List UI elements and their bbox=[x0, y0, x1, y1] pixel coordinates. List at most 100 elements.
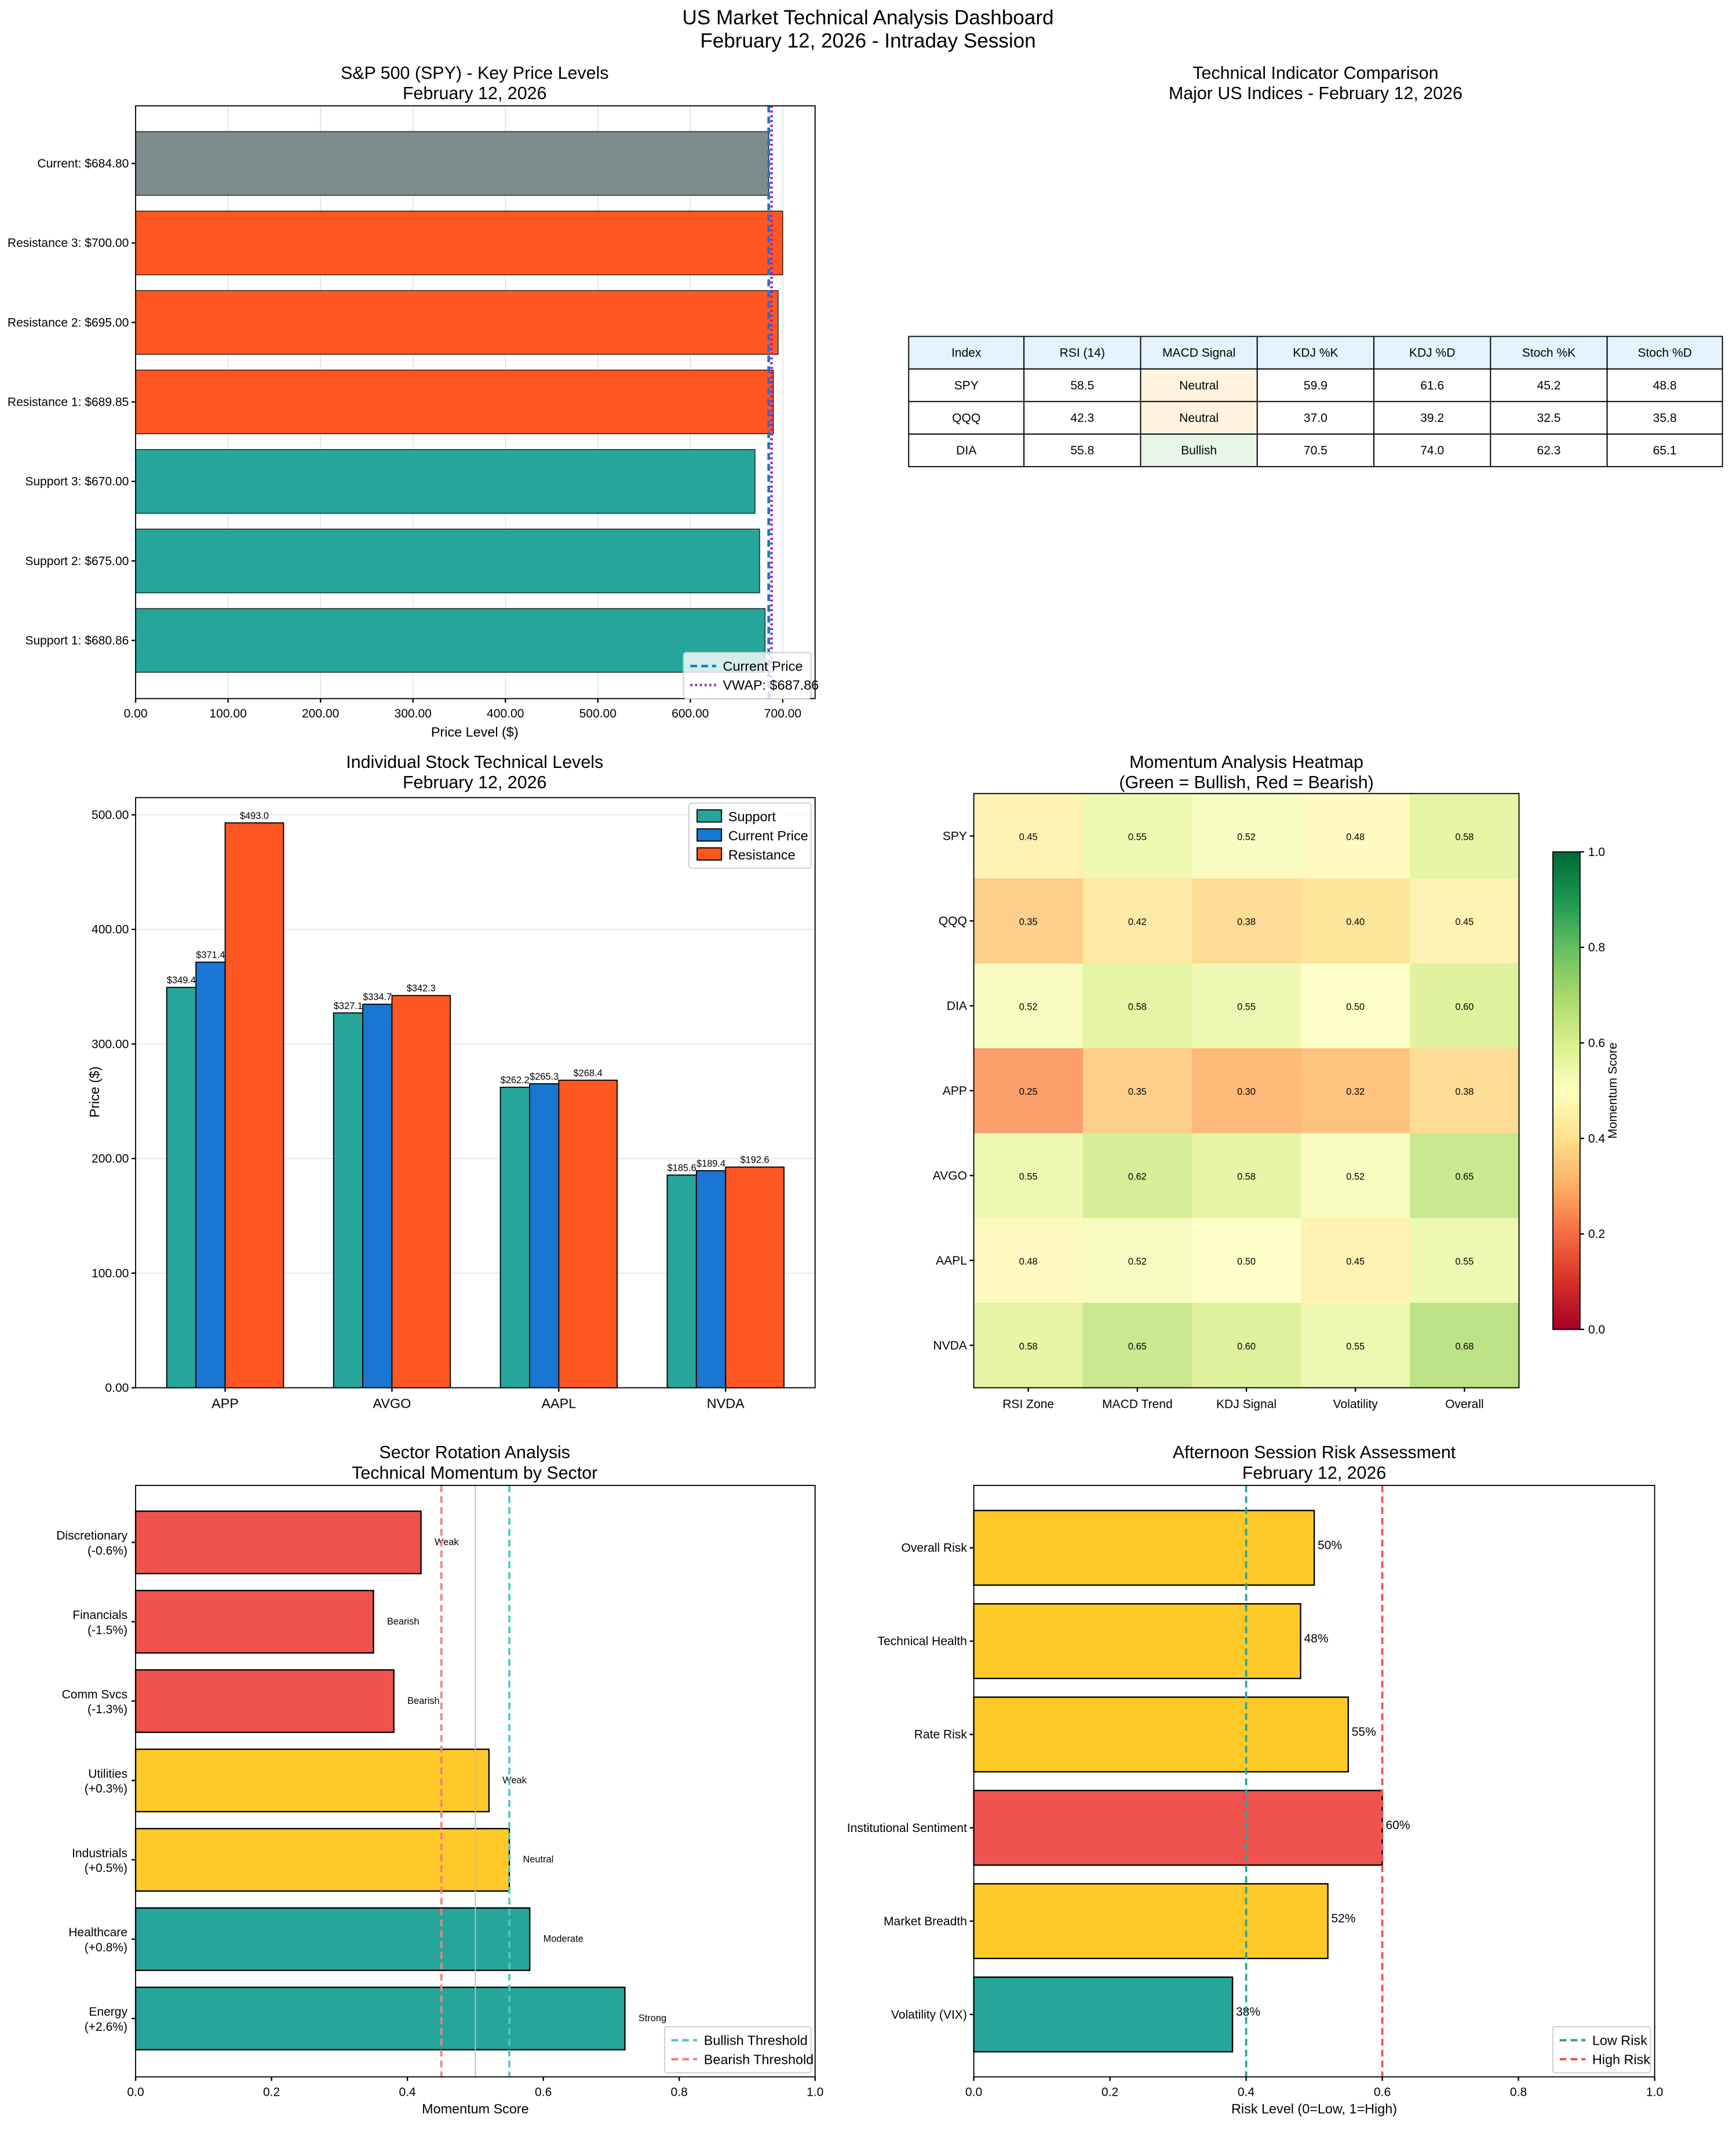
data-label: $334.7 bbox=[363, 992, 392, 1003]
y-tick-label: Utilities bbox=[88, 1767, 127, 1780]
bar-annotation: Weak bbox=[502, 1775, 527, 1786]
heatmap-value: 0.58 bbox=[1128, 1001, 1147, 1012]
heatmap-value: 0.32 bbox=[1346, 1087, 1365, 1097]
heatmap-cell bbox=[1082, 963, 1192, 1049]
bar-support bbox=[333, 1012, 363, 1389]
heatmap-cell bbox=[1191, 1048, 1301, 1134]
heatmap-value: 0.65 bbox=[1128, 1341, 1147, 1352]
heatmap-value: 0.30 bbox=[1237, 1087, 1256, 1097]
x-tick-label: 0.2 bbox=[263, 2085, 280, 2099]
bar bbox=[134, 1986, 626, 2050]
legend-label: High Risk bbox=[1592, 2052, 1650, 2067]
x-tick-label: KDJ Signal bbox=[1216, 1398, 1277, 1411]
chart-title: Momentum Analysis Heatmap bbox=[1129, 752, 1363, 772]
legend-label: Current Price bbox=[728, 828, 808, 843]
data-label: 60% bbox=[1385, 1819, 1410, 1832]
legend-label: Resistance bbox=[728, 847, 796, 862]
table-cell bbox=[908, 434, 1025, 468]
colorbar-tick-label: 0.0 bbox=[1588, 1323, 1605, 1336]
heatmap-cell bbox=[973, 1133, 1084, 1219]
heatmap-cell bbox=[973, 963, 1084, 1049]
table-header-label: KDJ %D bbox=[1409, 347, 1456, 360]
heatmap-cell bbox=[1410, 963, 1520, 1049]
table-header-label: MACD Signal bbox=[1162, 347, 1235, 360]
bar bbox=[973, 1510, 1315, 1586]
bar-annotation: Weak bbox=[435, 1537, 459, 1547]
data-label: $268.4 bbox=[574, 1068, 603, 1079]
heatmap-cell bbox=[1082, 1048, 1192, 1134]
heatmap-value: 0.65 bbox=[1455, 1171, 1474, 1182]
table-cell bbox=[1140, 434, 1258, 468]
chart-title: Sector Rotation Analysis bbox=[379, 1443, 570, 1462]
bar bbox=[973, 1976, 1234, 2053]
table-cell-text: SPY bbox=[954, 379, 979, 392]
bar bbox=[135, 608, 765, 673]
table-cell-text: 48.8 bbox=[1653, 379, 1677, 392]
x-tick-label: 200.00 bbox=[302, 707, 339, 720]
bar-current-price bbox=[362, 1003, 393, 1389]
heatmap-value: 0.58 bbox=[1455, 832, 1474, 843]
table-cell-text: 45.2 bbox=[1537, 379, 1561, 392]
table-cell-text: 37.0 bbox=[1304, 411, 1327, 425]
y-tick-label: 100.00 bbox=[92, 1267, 129, 1280]
heatmap-value: 0.50 bbox=[1346, 1001, 1365, 1012]
data-label: 55% bbox=[1352, 1725, 1376, 1739]
heatmap-cell bbox=[1082, 1218, 1192, 1303]
table-cell-text: 74.0 bbox=[1420, 444, 1444, 457]
heatmap-value: 0.58 bbox=[1237, 1171, 1256, 1182]
y-tick-label: (-1.5%) bbox=[87, 1623, 127, 1637]
table-header-label: Index bbox=[951, 347, 982, 360]
heatmap-value: 0.52 bbox=[1346, 1171, 1365, 1182]
data-label: $192.6 bbox=[741, 1155, 769, 1165]
x-tick-label: MACD Trend bbox=[1102, 1398, 1173, 1411]
heatmap-value: 0.38 bbox=[1455, 1087, 1474, 1097]
y-tick-label: Financials bbox=[72, 1609, 127, 1622]
x-tick-label: RSI Zone bbox=[1002, 1398, 1054, 1411]
y-tick-label: Energy bbox=[89, 2005, 127, 2019]
table-cell bbox=[1256, 434, 1374, 468]
bar-resistance bbox=[391, 995, 451, 1389]
table-cell bbox=[1023, 368, 1141, 402]
bar bbox=[135, 449, 756, 514]
x-tick-label: 400.00 bbox=[487, 707, 524, 720]
legend-label: Support bbox=[728, 809, 776, 824]
heatmap-value: 0.35 bbox=[1128, 1087, 1147, 1097]
y-tick-label: Resistance 3: $700.00 bbox=[8, 236, 129, 250]
x-tick-label: NVDA bbox=[707, 1396, 745, 1411]
x-tick-label: 100.00 bbox=[209, 707, 246, 720]
heatmap-cell bbox=[1410, 878, 1520, 964]
y-tick-label: Industrials bbox=[72, 1846, 127, 1860]
bar bbox=[134, 1827, 510, 1892]
heatmap-cell bbox=[973, 1048, 1084, 1134]
dashboard-title: US Market Technical Analysis Dashboard bbox=[682, 6, 1053, 29]
bar bbox=[134, 1749, 490, 1813]
heatmap-value: 0.38 bbox=[1237, 917, 1256, 927]
table-cell-text: DIA bbox=[956, 444, 976, 457]
bar bbox=[134, 1590, 374, 1654]
x-tick-label: 0.6 bbox=[535, 2085, 552, 2099]
heatmap-cell bbox=[973, 1303, 1084, 1389]
heatmap-value: 0.25 bbox=[1019, 1087, 1038, 1097]
y-tick-label: Volatility (VIX) bbox=[891, 2008, 967, 2022]
chart-subtitle: Technical Momentum by Sector bbox=[352, 1463, 597, 1483]
bar bbox=[134, 1907, 531, 1971]
heatmap-cell bbox=[1301, 1218, 1411, 1303]
legend-swatch bbox=[696, 809, 723, 823]
heatmap-cell bbox=[973, 793, 1084, 879]
heatmap-value: 0.45 bbox=[1455, 917, 1474, 927]
table-cell bbox=[908, 400, 1025, 435]
data-label: $185.6 bbox=[668, 1163, 696, 1174]
colorbar-tick-label: 0.2 bbox=[1588, 1228, 1605, 1241]
heatmap-cell bbox=[1301, 793, 1411, 879]
table-cell bbox=[1256, 400, 1374, 435]
x-tick-label: AAPL bbox=[541, 1396, 576, 1411]
colorbar bbox=[1552, 851, 1581, 1330]
y-tick-label: 300.00 bbox=[92, 1037, 129, 1051]
heatmap-value: 0.42 bbox=[1128, 917, 1147, 927]
bar-annotation: Bearish bbox=[387, 1616, 420, 1627]
x-axis-label: Price Level ($) bbox=[431, 724, 519, 740]
heatmap-cell bbox=[1301, 878, 1411, 964]
x-tick-label: 1.0 bbox=[1646, 2085, 1663, 2099]
y-tick-label: AVGO bbox=[933, 1169, 967, 1182]
y-tick-label: (+0.8%) bbox=[85, 1941, 127, 1954]
